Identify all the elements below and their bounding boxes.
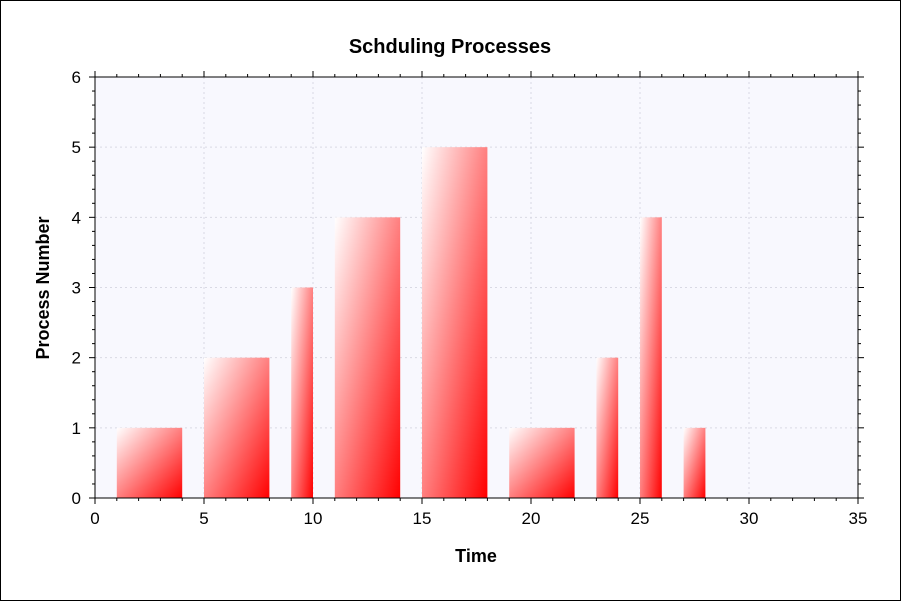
x-tick-label: 10 bbox=[304, 509, 323, 528]
y-tick-label: 5 bbox=[72, 138, 81, 157]
y-tick-label: 1 bbox=[72, 419, 81, 438]
bar bbox=[204, 357, 270, 498]
x-tick-label: 35 bbox=[849, 509, 868, 528]
y-tick-label: 0 bbox=[72, 489, 81, 508]
bar bbox=[640, 217, 662, 499]
y-tick-label: 2 bbox=[72, 349, 81, 368]
bars bbox=[116, 147, 706, 499]
bar bbox=[334, 217, 401, 499]
bar bbox=[683, 427, 706, 498]
y-tick-label: 3 bbox=[72, 279, 81, 298]
x-tick-label: 5 bbox=[199, 509, 208, 528]
x-tick-label: 20 bbox=[522, 509, 541, 528]
x-tick-label: 0 bbox=[90, 509, 99, 528]
y-tick-label: 6 bbox=[72, 68, 81, 87]
bar bbox=[422, 147, 488, 498]
x-tick-label: 25 bbox=[631, 509, 650, 528]
bar bbox=[116, 427, 183, 498]
x-axis-label: Time bbox=[455, 546, 497, 566]
chart-title: Schduling Processes bbox=[349, 36, 551, 58]
y-axis-label: Process Number bbox=[33, 216, 53, 359]
axes: 0 5 10 15 20 25 30 35 0 1 2 3 4 5 6 bbox=[72, 68, 868, 528]
bar bbox=[596, 357, 619, 498]
y-tick-label: 4 bbox=[72, 208, 81, 227]
bar bbox=[509, 427, 575, 498]
x-tick-label: 15 bbox=[413, 509, 432, 528]
bar bbox=[291, 287, 313, 498]
x-tick-label: 30 bbox=[740, 509, 759, 528]
